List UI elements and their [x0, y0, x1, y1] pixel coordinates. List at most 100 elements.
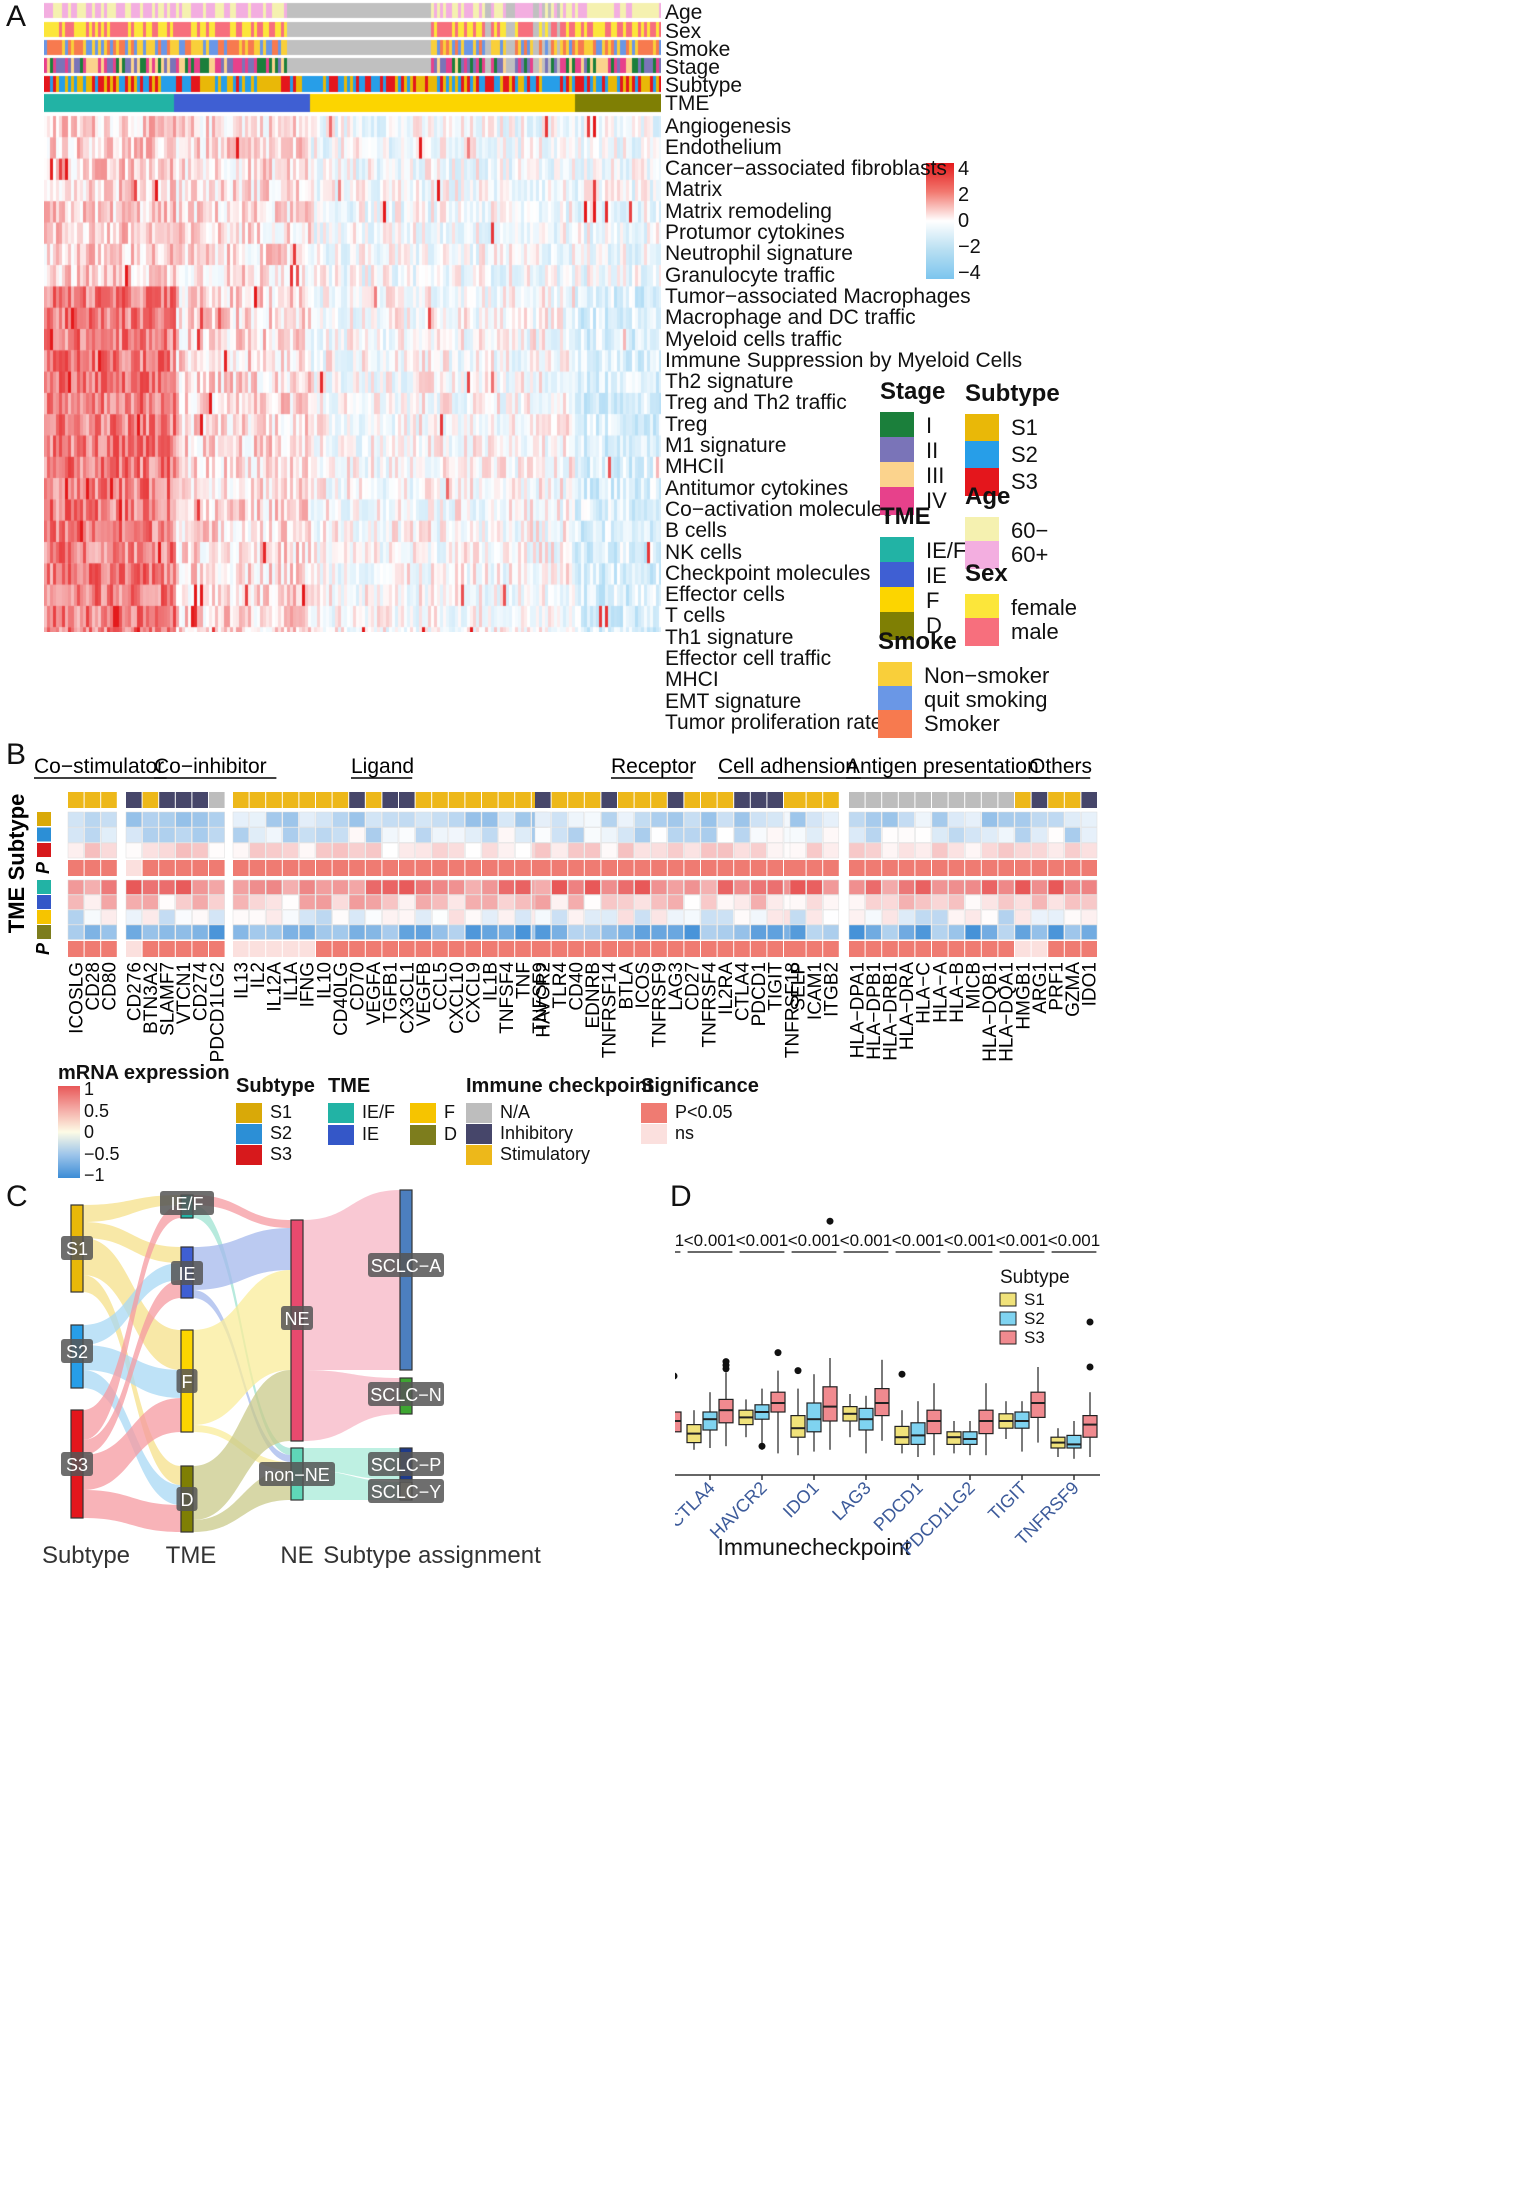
subtype-expression-cell [265, 811, 283, 828]
checkpoint-cell [1048, 792, 1064, 808]
box-body [1030, 1391, 1046, 1418]
checkpoint-cell [618, 792, 634, 808]
sankey-node-label: D [181, 1490, 194, 1510]
tme-expression-cell [717, 909, 734, 925]
subtype-expression-cell [915, 827, 932, 843]
subtype-expression-cell [684, 811, 701, 828]
p-cell-subtype [667, 860, 684, 876]
sankey-node-label: IE [178, 1264, 195, 1284]
colorbar-tick-label: 2 [958, 184, 970, 206]
tme-expression-cell [249, 894, 266, 910]
subtype-expression-cell [365, 842, 382, 859]
tme-expression-cell [733, 894, 751, 910]
sankey-node-tag [61, 1236, 93, 1260]
p-cell-tme [399, 941, 415, 957]
p-cell-subtype [806, 860, 823, 876]
legend-smoke-swatch [878, 710, 912, 738]
checkpoint-cell [209, 792, 225, 808]
legend-sex-title: Sex [965, 560, 1008, 587]
p-cell-subtype [898, 860, 915, 876]
x-tick-label: LAG3 [828, 1478, 875, 1525]
sankey-node [290, 1219, 304, 1442]
panel-d-letter: D [670, 1180, 692, 1213]
legend-b-tme-label: IE/F [362, 1102, 396, 1122]
track-label: Subtype [665, 74, 743, 97]
tme-expression-cell [998, 909, 1015, 925]
gene-label: CD27 [683, 962, 704, 1011]
subtype-expression-cell [601, 811, 618, 828]
legend-b-tme-swatch [410, 1124, 436, 1145]
tme-expression-cell [948, 894, 965, 910]
gene-label: IDO1 [1080, 962, 1101, 1006]
p-cell-subtype [651, 860, 667, 876]
subtype-expression-cell [964, 842, 982, 859]
signature-label: MHCII [665, 455, 725, 479]
gene-label: TNF [514, 962, 535, 999]
p-cell-subtype [515, 860, 531, 876]
signature-label: MHCI [665, 668, 719, 692]
tme-expression-cell [175, 909, 192, 925]
gene-label: PRF1 [1047, 962, 1068, 1011]
p-cell-subtype [1048, 860, 1064, 876]
subtype-side-swatch [37, 843, 51, 857]
checkpoint-cell [482, 792, 498, 808]
p-cell-tme [233, 941, 249, 957]
p-cell-tme [299, 941, 315, 957]
p-cell-subtype [448, 860, 465, 876]
legend-b-checkpoint-item: Inhibitory [466, 1123, 573, 1144]
subtype-expression-cell [767, 842, 784, 859]
sankey-node-tag [61, 1452, 93, 1476]
gene-label: HLA−DRA [897, 962, 918, 1050]
tme-expression-cell [67, 909, 84, 925]
subtype-expression-cell [767, 811, 784, 828]
subtype-expression-cell [567, 811, 585, 828]
tme-expression-cell [534, 879, 551, 895]
tme-expression-cell [584, 924, 601, 940]
sankey-node-tag [368, 1479, 444, 1503]
x-tick-label: IDO1 [779, 1478, 823, 1522]
sankey-flow [193, 1270, 291, 1425]
subtype-expression-cell [806, 842, 823, 859]
tme-expression-cell [700, 894, 717, 910]
sankey-node-label: F [182, 1372, 193, 1392]
tme-expression-cell [551, 879, 568, 895]
legend-mrna-tick: 0 [84, 1122, 95, 1142]
tme-expression-cell [481, 879, 498, 895]
checkpoint-cell [1031, 792, 1048, 808]
tme-expression-cell [398, 879, 415, 895]
subtype-expression-cell [431, 827, 449, 843]
p-cell-subtype [981, 860, 998, 876]
legend-b-tme-label: F [444, 1102, 455, 1122]
tme-expression-cell [806, 924, 823, 940]
gene-label: ICOSLG [66, 962, 87, 1034]
p-cell-subtype [634, 860, 651, 876]
tme-expression-cell [767, 924, 784, 940]
p-cell-tme [415, 941, 432, 957]
gene-label: TNFRSF18 [782, 962, 803, 1058]
tme-expression-cell [534, 909, 551, 925]
tme-expression-cell [617, 909, 634, 925]
legend-stage-item: IV [880, 487, 947, 515]
gene-label: ARG1 [1030, 962, 1051, 1014]
tme-expression-cell [365, 879, 382, 895]
gene-label: TGFB1 [381, 962, 402, 1023]
subtype-expression-cell [998, 811, 1015, 828]
subtype-expression-cell [382, 842, 399, 859]
p-cell-subtype [701, 860, 717, 876]
subtype-expression-cell [634, 842, 651, 859]
sankey-axis-label: Subtype [42, 1542, 130, 1569]
legend-b-subtype-swatch [236, 1102, 262, 1123]
subtype-expression-cell [1047, 811, 1065, 828]
gene-label: CX3CL1 [397, 962, 418, 1034]
subtype-expression-cell [1064, 842, 1081, 859]
legend-subtype-swatch [965, 441, 999, 469]
p-cell-tme [551, 941, 568, 957]
sankey-node-tag [368, 1382, 444, 1406]
tme-expression-cell [514, 924, 532, 940]
sankey-axis-label: NE [280, 1542, 313, 1569]
tme-expression-cell [382, 924, 399, 940]
tme-expression-cell [717, 924, 734, 940]
signature-label: Matrix [665, 178, 723, 202]
sankey-node-label: IE/F [170, 1194, 203, 1214]
p-cell-subtype [734, 860, 750, 876]
